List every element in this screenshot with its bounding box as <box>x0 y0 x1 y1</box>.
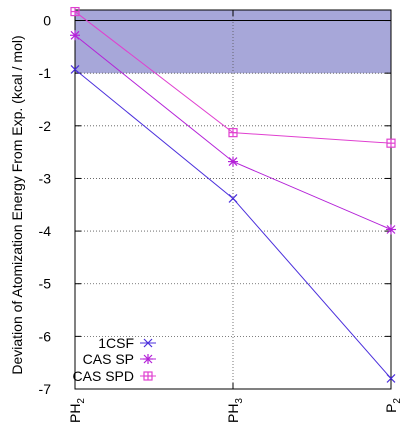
marker-stroke <box>143 338 153 348</box>
point-marker <box>70 65 80 74</box>
y-tick-label: -5 <box>39 276 52 292</box>
y-tick-label: -4 <box>39 223 52 239</box>
legend-label: 1CSF <box>98 335 134 351</box>
legend-label: CAS SP <box>83 351 134 367</box>
point-marker <box>70 30 80 41</box>
point-marker <box>228 128 238 138</box>
point-marker <box>143 371 153 381</box>
series-cas-spd <box>70 6 396 148</box>
series-cas-sp <box>70 30 396 235</box>
marker-stroke <box>228 194 238 203</box>
legend-item: CAS SPD <box>73 368 156 384</box>
y-tick-label: -1 <box>39 65 52 81</box>
series-1csf <box>70 65 396 383</box>
y-axis-label: Deviation of Atomization Energy From Exp… <box>9 35 25 374</box>
x-tick-label: PH3 <box>225 398 245 423</box>
y-tick-label: -7 <box>39 381 52 397</box>
x-tick-label: P2 <box>383 398 403 413</box>
legend-item: 1CSF <box>98 335 156 351</box>
point-marker <box>386 224 396 235</box>
marker-stroke <box>386 374 396 383</box>
point-marker <box>228 156 238 167</box>
x-tick-label: PH2 <box>67 398 87 423</box>
y-tick-label: -2 <box>39 118 52 134</box>
marker-stroke <box>70 65 80 74</box>
y-tick-label: -3 <box>39 170 52 186</box>
point-marker <box>386 374 396 383</box>
point-marker <box>228 194 238 203</box>
series-layer <box>70 6 396 383</box>
y-tick-label: -6 <box>39 328 52 344</box>
legend-item: CAS SP <box>83 351 156 367</box>
point-marker <box>386 138 396 148</box>
y-tick-label: 0 <box>43 13 51 29</box>
point-marker <box>70 6 80 17</box>
x-axis-ticks: PH2 PH3 P2 <box>67 10 403 423</box>
point-marker <box>143 338 153 348</box>
point-marker <box>143 354 153 364</box>
y-axis-ticks: 0 -1 -2 -3 -4 -5 -6 -7 <box>39 13 391 397</box>
legend-label: CAS SPD <box>73 368 134 384</box>
